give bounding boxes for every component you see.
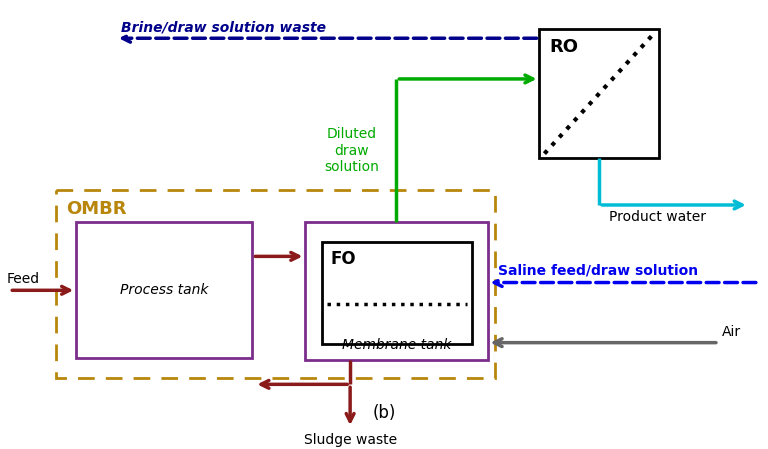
Text: RO: RO [549, 38, 578, 56]
Text: Air: Air [722, 325, 741, 339]
Text: Feed: Feed [6, 273, 39, 286]
Text: Product water: Product water [609, 210, 707, 224]
Bar [306, 222, 488, 360]
Bar [539, 29, 659, 158]
Text: Membrane tank: Membrane tank [342, 339, 451, 352]
Text: Brine/draw solution waste: Brine/draw solution waste [121, 20, 326, 35]
Text: FO: FO [330, 250, 356, 268]
Text: (b): (b) [372, 404, 396, 422]
Text: Diluted
draw
solution: Diluted draw solution [324, 128, 379, 174]
Text: OMBR: OMBR [66, 200, 127, 218]
Bar [323, 242, 472, 343]
Text: Saline feed/draw solution: Saline feed/draw solution [498, 264, 697, 277]
Text: Sludge waste: Sludge waste [303, 433, 397, 447]
Bar [76, 222, 253, 358]
Text: Process tank: Process tank [120, 283, 208, 297]
Bar [56, 190, 495, 378]
